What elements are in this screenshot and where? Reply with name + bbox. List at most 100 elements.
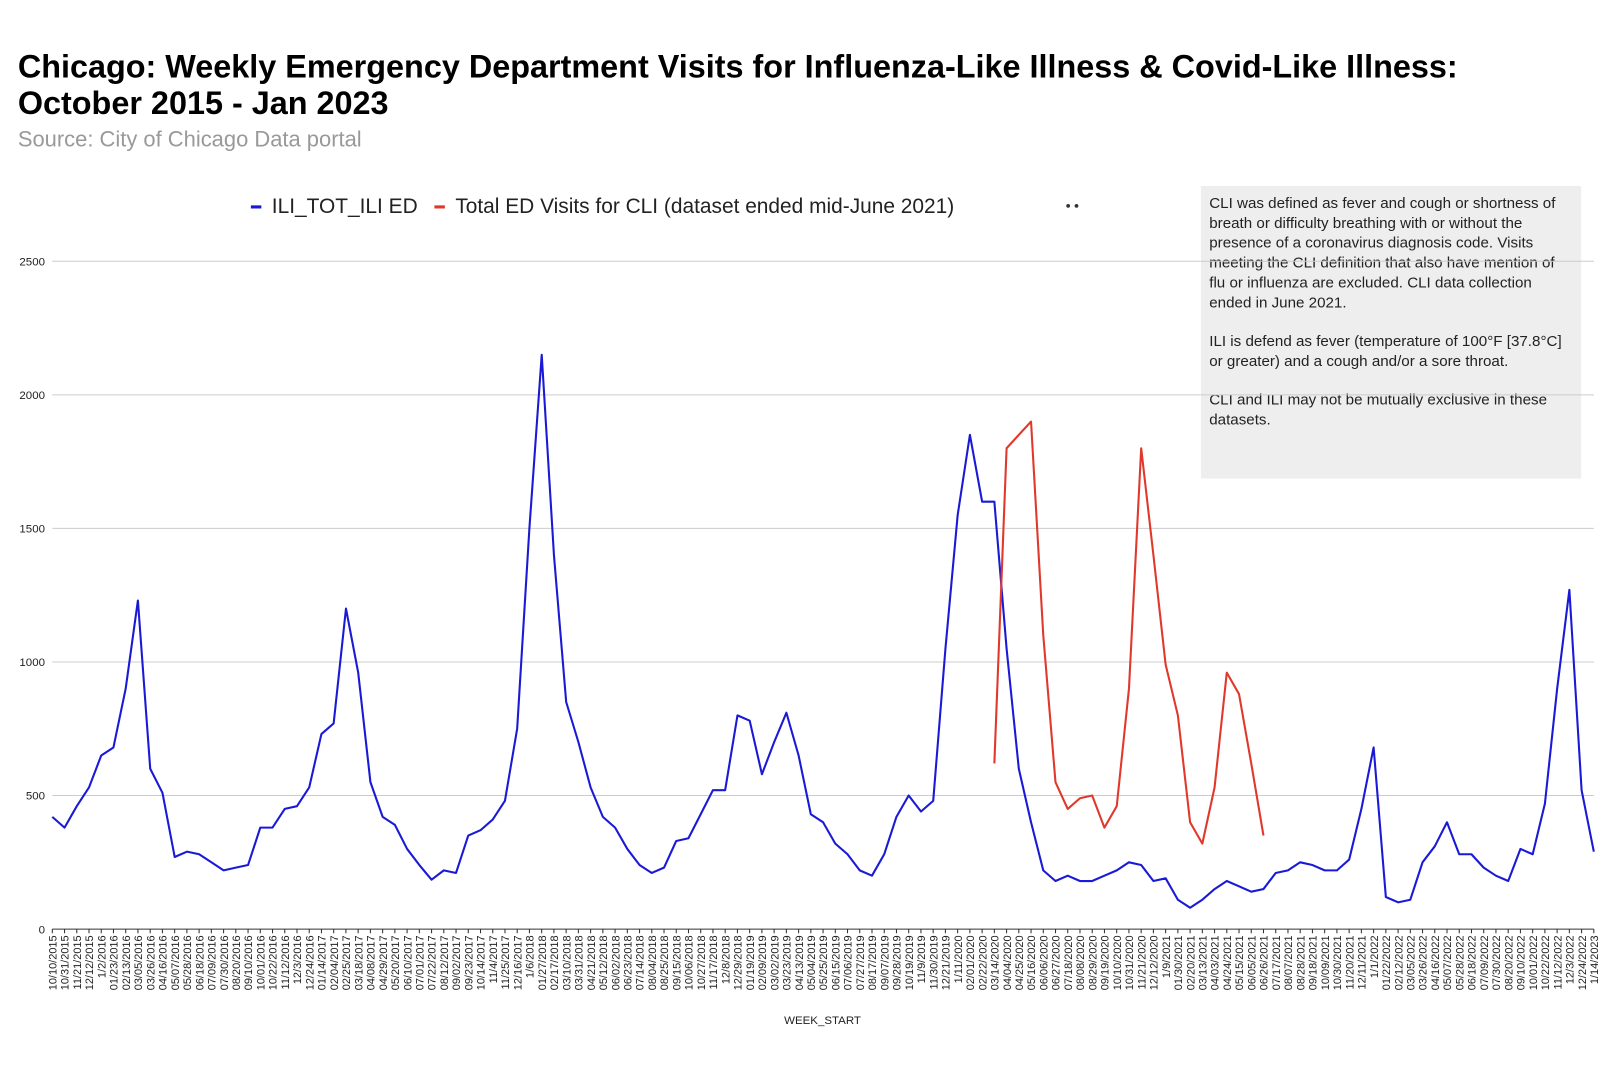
x-tick-label: 10/14/2017 (476, 935, 488, 990)
x-tick-label: 02/13/2016 (121, 935, 133, 990)
x-tick-label: 03/05/2016 (133, 935, 145, 990)
x-tick-label: 07/09/2016 (207, 935, 219, 990)
x-tick-label: 10/22/2016 (268, 935, 280, 990)
x-tick-label: 08/25/2018 (659, 935, 671, 990)
x-tick-label: 09/15/2018 (671, 935, 683, 990)
x-tick-label: 10/01/2022 (1528, 935, 1540, 990)
x-tick-label: 12/8/2018 (720, 935, 732, 984)
series-line (51, 353, 1595, 909)
series-line (993, 420, 1265, 845)
x-tick-label: 10/09/2021 (1320, 935, 1332, 990)
x-tick-label: 06/06/2020 (1038, 935, 1050, 990)
x-tick-label: 11/9/2019 (916, 935, 928, 983)
x-tick-label: 12/3/2016 (292, 935, 304, 984)
x-tick-label: 10/01/2016 (255, 935, 267, 990)
legend-more (1074, 204, 1079, 208)
x-tick-label: 01/19/2019 (745, 935, 757, 990)
x-tick-label: 04/08/2017 (366, 935, 378, 990)
x-tick-label: 08/17/2019 (867, 935, 879, 990)
x-tick-label: 03/05/2022 (1405, 935, 1417, 990)
x-tick-label: 11/4/2017 (488, 935, 500, 983)
x-tick-label: 09/18/2021 (1308, 935, 1320, 990)
x-tick-label: 05/28/2022 (1454, 935, 1466, 990)
x-tick-label: 01/22/2022 (1381, 935, 1393, 990)
x-tick-label: 09/23/2017 (463, 935, 475, 990)
x-tick-label: 11/21/2020 (1136, 935, 1148, 989)
x-tick-label: 06/27/2020 (1051, 935, 1063, 990)
x-tick-label: 04/13/2019 (794, 935, 806, 990)
x-tick-label: 05/07/2022 (1442, 935, 1454, 990)
x-tick-label: 1/14/2023 (1589, 935, 1601, 984)
x-tick-label: 08/07/2021 (1283, 935, 1295, 990)
x-tick-label: 02/17/2018 (549, 935, 561, 990)
x-tick-label: 07/06/2019 (843, 935, 855, 990)
x-tick-label: 11/25/2017 (500, 935, 512, 989)
x-tick-label: 10/06/2018 (684, 935, 696, 990)
x-tick-label: 03/31/2018 (574, 935, 586, 990)
x-tick-label: 1/6/2018 (525, 935, 537, 978)
y-tick-label: 1000 (19, 657, 45, 669)
x-tick-label: 01/14/2017 (317, 935, 329, 990)
x-tick-label: 12/29/2018 (733, 935, 745, 990)
x-tick-label: 06/18/2022 (1467, 935, 1479, 990)
x-tick-label: 12/16/2017 (512, 935, 524, 990)
x-tick-label: 06/02/2018 (610, 935, 622, 990)
x-tick-label: 08/29/2020 (1087, 935, 1099, 990)
x-tick-label: 02/01/2020 (965, 935, 977, 990)
x-tick-label: 05/04/2019 (806, 935, 818, 990)
x-tick-label: 10/27/2018 (696, 935, 708, 990)
x-tick-label: 03/14/2020 (990, 935, 1002, 990)
x-tick-label: 02/12/2022 (1393, 935, 1405, 990)
legend-more (1066, 204, 1071, 208)
x-tick-label: 10/19/2019 (904, 935, 916, 990)
x-tick-label: 03/02/2019 (769, 935, 781, 990)
x-tick-label: 07/01/2017 (415, 935, 427, 990)
x-tick-label: 12/21/2019 (941, 935, 953, 990)
annotation-text: CLI and ILI may not be mutually exclusiv… (1209, 391, 1548, 429)
x-tick-label: 1/1/2022 (1369, 935, 1381, 978)
x-tick-label: 12/12/2015 (84, 935, 96, 990)
legend-label: ILI_TOT_ILI ED (272, 195, 418, 218)
x-tick-label: 09/10/2022 (1516, 935, 1528, 990)
chart-title: Chicago: Weekly Emergency Department Vis… (18, 48, 1458, 121)
x-tick-label: 10/31/2020 (1124, 935, 1136, 990)
x-tick-label: 02/04/2017 (329, 935, 341, 990)
x-tick-label: 07/09/2022 (1479, 935, 1491, 990)
annotation-text: CLI was defined as fever and cough or sh… (1209, 195, 1556, 312)
x-tick-label: 11/20/2021 (1344, 935, 1356, 989)
x-tick-label: 03/23/2019 (782, 935, 794, 990)
x-tick-label: 11/17/2018 (708, 935, 720, 989)
x-tick-label: 03/26/2016 (145, 935, 157, 990)
x-tick-label: 05/07/2016 (170, 935, 182, 990)
x-tick-label: 05/15/2021 (1234, 935, 1246, 990)
legend-label: Total ED Visits for CLI (dataset ended m… (455, 195, 954, 218)
x-tick-label: 10/10/2020 (1112, 935, 1124, 990)
x-tick-label: 04/21/2018 (586, 935, 598, 990)
x-tick-label: 05/20/2017 (390, 935, 402, 990)
x-tick-label: 09/02/2017 (451, 935, 463, 990)
x-tick-label: 02/25/2017 (341, 935, 353, 990)
x-tick-label: 01/23/2016 (109, 935, 121, 990)
x-tick-label: 12/12/2020 (1149, 935, 1161, 990)
x-tick-label: 06/15/2019 (830, 935, 842, 990)
y-tick-label: 2500 (19, 256, 45, 268)
x-tick-label: 03/13/2021 (1198, 935, 1210, 990)
x-tick-label: 06/18/2016 (194, 935, 206, 990)
x-tick-label: 07/18/2020 (1063, 935, 1075, 990)
x-tick-label: 10/22/2022 (1540, 935, 1552, 990)
x-tick-label: 06/05/2021 (1246, 935, 1258, 990)
x-tick-label: 08/20/2022 (1503, 935, 1515, 990)
x-tick-label: 09/07/2019 (879, 935, 891, 990)
x-tick-label: 11/21/2015 (72, 935, 84, 989)
x-tick-label: 10/30/2021 (1332, 935, 1344, 990)
x-tick-label: 1/2/2016 (96, 935, 108, 978)
x-tick-label: 12/24/2022 (1577, 935, 1589, 990)
x-tick-label: 09/19/2020 (1100, 935, 1112, 990)
x-tick-label: 11/30/2019 (928, 935, 940, 989)
x-tick-label: 04/24/2021 (1222, 935, 1234, 990)
x-tick-label: 03/18/2017 (353, 935, 365, 990)
x-tick-label: 08/12/2017 (439, 935, 451, 990)
x-tick-label: 09/28/2019 (892, 935, 904, 990)
x-tick-label: 05/16/2020 (1026, 935, 1038, 990)
chart-subtitle: Source: City of Chicago Data portal (18, 126, 362, 151)
